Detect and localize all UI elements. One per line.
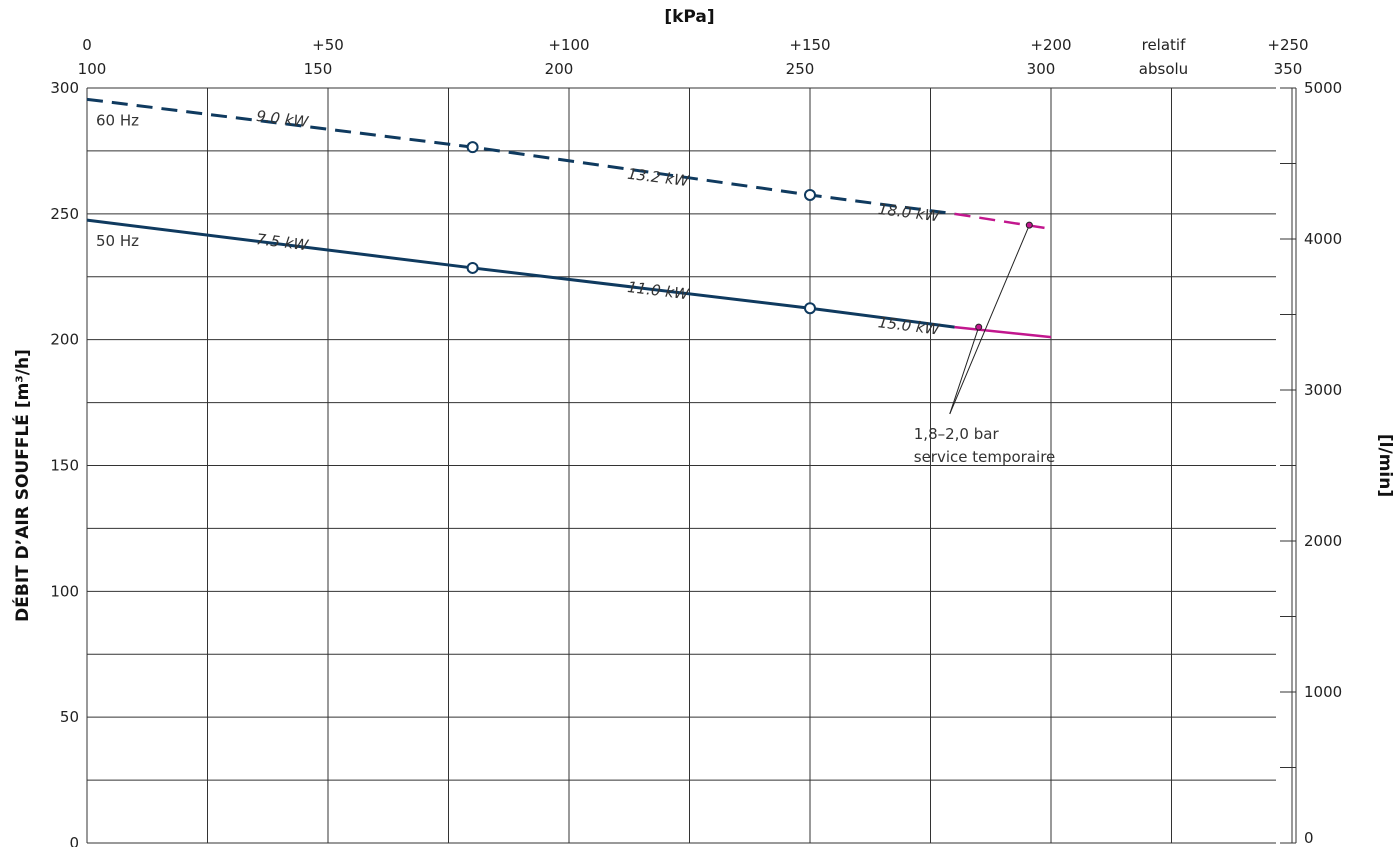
data-point-marker bbox=[804, 302, 816, 315]
y-right-tick-label: 1000 bbox=[1304, 683, 1342, 701]
axis-row-label-relatif: relatif bbox=[1142, 36, 1186, 54]
x-tick-label-relatif: +100 bbox=[548, 36, 589, 54]
y-right-tick-label: 3000 bbox=[1304, 381, 1342, 399]
x-tick-label-absolu: 150 bbox=[304, 60, 333, 78]
power-label: 7.5 kW bbox=[255, 230, 310, 254]
y-tick-label: 250 bbox=[50, 205, 79, 223]
y-right-tick-label: 4000 bbox=[1304, 230, 1342, 248]
data-point-marker bbox=[466, 261, 479, 274]
annotation-point bbox=[975, 323, 983, 331]
x-tick-label-absolu: 350 bbox=[1274, 60, 1303, 78]
series-label: 50 Hz bbox=[96, 232, 139, 250]
annotation-leader-line bbox=[949, 224, 1030, 415]
x-tick-label-relatif: +200 bbox=[1030, 36, 1071, 54]
x-tick-label-relatif: +150 bbox=[789, 36, 830, 54]
series-50-hz bbox=[86, 218, 1052, 339]
annotation-point bbox=[1025, 221, 1033, 229]
series-60-hz bbox=[86, 97, 1052, 231]
y-tick-label: 200 bbox=[50, 331, 79, 349]
annotation-leader-line bbox=[949, 326, 980, 415]
x-tick-label-absolu: 250 bbox=[786, 60, 815, 78]
power-label: 15.0 kW bbox=[877, 313, 942, 339]
annotation-line-2: service temporaire bbox=[914, 448, 1056, 466]
axis-row-label-absolu: absolu bbox=[1139, 60, 1188, 78]
power-label: 9.0 kW bbox=[255, 107, 310, 131]
y-tick-label: 50 bbox=[60, 708, 79, 726]
series-line-temporary bbox=[954, 212, 1052, 231]
data-point-marker bbox=[466, 141, 479, 154]
labels: 0501001502002503000100020003000400050000… bbox=[50, 36, 1342, 851]
y-tick-label: 100 bbox=[50, 582, 79, 600]
grid bbox=[86, 87, 1297, 844]
y-tick-label: 300 bbox=[50, 79, 79, 97]
annotation-line-1: 1,8–2,0 bar bbox=[914, 425, 1000, 443]
top-axis-title: [kPa] bbox=[664, 7, 714, 27]
x-tick-label-relatif: +50 bbox=[312, 36, 344, 54]
x-tick-label-absolu: 300 bbox=[1027, 60, 1056, 78]
series-line bbox=[86, 97, 955, 216]
y-right-tick-label: 5000 bbox=[1304, 79, 1342, 97]
x-tick-label-relatif: 0 bbox=[82, 36, 92, 54]
power-label: 18.0 kW bbox=[877, 200, 942, 226]
power-label: 13.2 kW bbox=[626, 165, 691, 191]
x-tick-label-relatif: +250 bbox=[1267, 36, 1308, 54]
power-label: 11.0 kW bbox=[626, 278, 691, 304]
y-axis-right-title: [l/min] bbox=[1375, 434, 1395, 497]
series-line bbox=[86, 218, 955, 329]
series bbox=[86, 97, 1052, 415]
y-tick-label: 0 bbox=[69, 834, 79, 847]
y-right-tick-label: 0 bbox=[1304, 829, 1314, 847]
series-label: 60 Hz bbox=[96, 111, 139, 129]
y-right-tick-label: 2000 bbox=[1304, 532, 1342, 550]
x-tick-label-absolu: 100 bbox=[78, 60, 107, 78]
series-line-temporary bbox=[954, 325, 1052, 339]
x-tick-label-absolu: 200 bbox=[545, 60, 574, 78]
y-axis-title: DÉBIT D’AIR SOUFFLÉ [m³/h] bbox=[11, 349, 33, 622]
data-point-marker bbox=[804, 188, 816, 201]
y-tick-label: 150 bbox=[50, 457, 79, 475]
